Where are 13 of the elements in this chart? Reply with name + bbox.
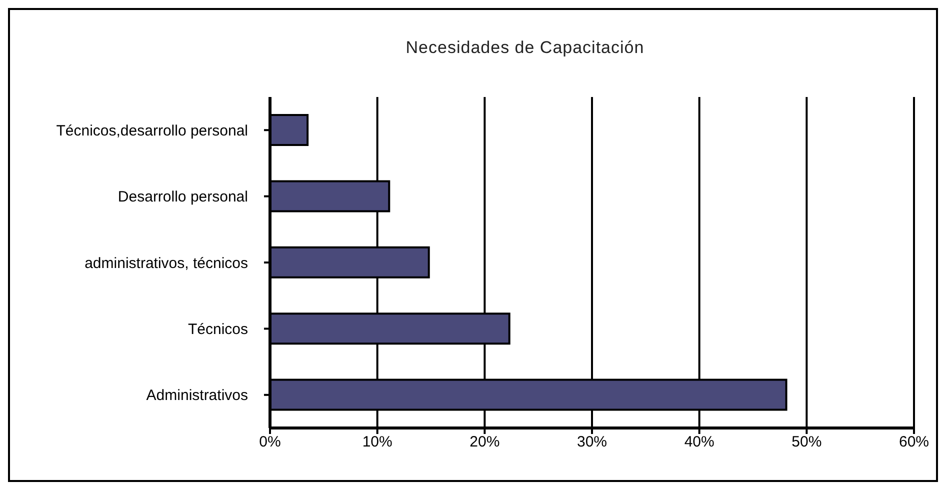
chart-title: Necesidades de Capacitación [404,38,646,58]
x-tick-label: 30% [576,434,608,451]
x-tick-label: 10% [362,434,392,451]
y-tick-label: Desarrollo personal [118,188,248,206]
y-tick-label: Administrativos [146,387,248,404]
x-tick-label: 40% [684,434,714,451]
x-tick-label: 20% [470,434,500,451]
y-tick-label: Técnicos,desarrollo personal [56,122,248,140]
x-tick-label: 0% [259,434,281,451]
y-tick-label: administrativos, técnicos [84,254,248,272]
x-tick-label: 60% [898,434,930,451]
y-tick-label: Técnicos [188,321,248,338]
x-tick-label: 50% [792,434,822,451]
